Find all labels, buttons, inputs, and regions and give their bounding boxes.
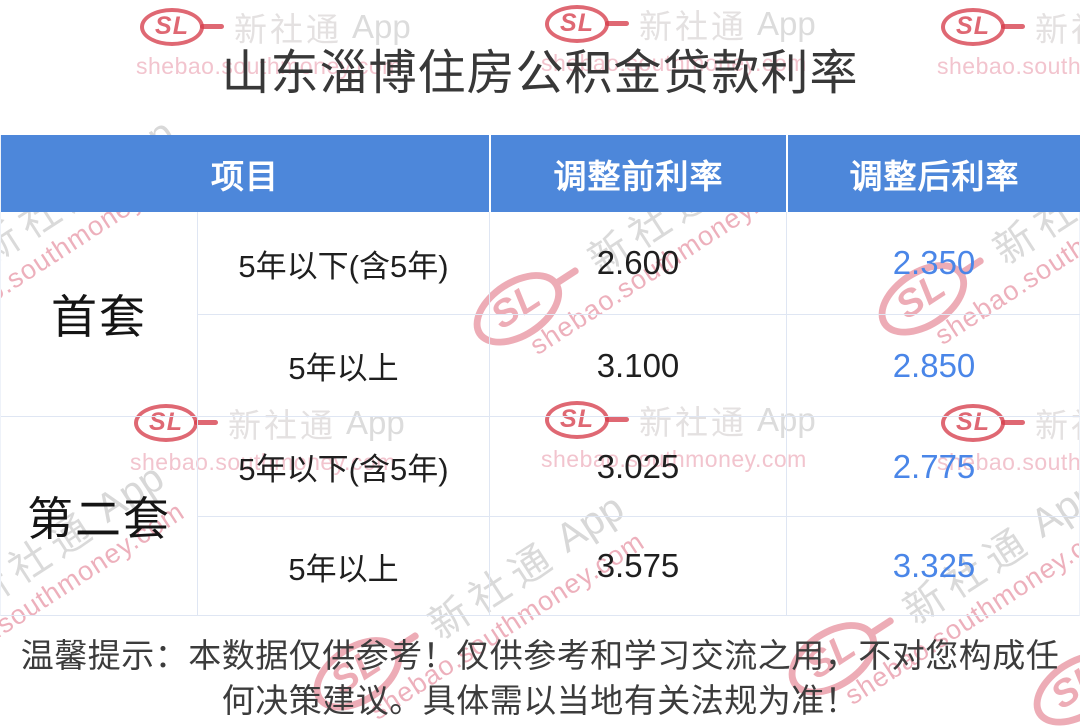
after-rate-cell: 2.775 [786,417,1080,517]
page-title: 山东淄博住房公积金贷款利率 [221,46,859,100]
column-header-item: 项目 [1,135,489,212]
disclaimer-line: 温馨提示：本数据仅供参考！仅供参考和学习交流之用，不对您构成任 [20,637,1060,674]
category-second-home: 第二套 [27,493,171,545]
term-cell: 5年以上 [197,315,489,417]
column-header-before-rate: 调整前利率 [489,135,786,212]
category-first-home: 首套 [1,212,197,417]
after-rate-cell: 3.325 [786,517,1080,615]
term-cell: 5年以下(含5年) [197,417,489,517]
column-header-after-rate: 调整后利率 [786,135,1080,212]
before-rate-cell: 3.575 [489,517,786,615]
disclaimer: 温馨提示：本数据仅供参考！仅供参考和学习交流之用，不对您构成任 何决策建议。具体… [0,615,1080,723]
before-rate-cell: 2.600 [489,212,786,315]
before-rate-cell: 3.100 [489,315,786,417]
after-rate-cell: 2.850 [786,315,1080,417]
term-cell: 5年以下(含5年) [197,212,489,315]
term-cell: 5年以上 [197,517,489,615]
before-rate-cell: 3.025 [489,417,786,517]
disclaimer-line: 何决策建议。具体需以当地有关法规为准！ [221,682,859,719]
rates-table: 项目 调整前利率 调整后利率 首套 5年以下(含5年) 2.600 2.350 … [0,135,1080,616]
after-rate-cell: 2.350 [786,212,1080,315]
